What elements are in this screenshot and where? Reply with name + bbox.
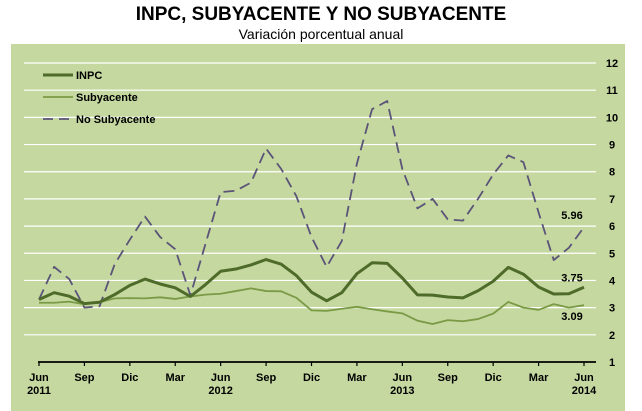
y-tick-label: 7 [609,194,615,206]
end-data-label: 3.75 [561,272,582,284]
x-tick-year-label: 2011 [27,385,51,397]
chart-subtitle: Variación porcentual anual [238,26,404,42]
x-tick-label: Jun [393,372,413,384]
y-tick-label: 2 [609,330,615,342]
chart-title: INPC, SUBYACENTE Y NO SUBYACENTE [135,4,507,25]
x-tick-label: Jun [29,372,49,384]
y-tick-label: 8 [609,167,615,179]
x-tick-label: Sep [74,372,94,384]
legend-label: Subyacente [76,92,138,104]
x-tick-label: Sep [438,372,458,384]
y-tick-label: 11 [606,85,618,97]
y-tick-label: 9 [609,140,615,152]
y-tick-label: 1 [609,357,615,369]
x-tick-label: Mar [529,372,549,384]
legend: INPC Subyacente No Subyacente [43,70,155,126]
x-tick-year-label: 2012 [208,385,232,397]
y-tick-label: 10 [606,112,618,124]
legend-label: No Subyacente [76,114,155,126]
x-tick-label: Jun [211,372,231,384]
end-data-label: 3.09 [561,311,582,323]
plot-background [11,44,625,411]
y-tick-label: 5 [609,248,615,260]
x-tick-label: Mar [347,372,367,384]
x-tick-year-label: 2013 [390,385,414,397]
y-tick-label: 6 [609,221,615,233]
series-inpc [38,258,585,306]
series-no-subyacente [38,100,585,309]
x-tick-label: Jun [574,372,594,384]
y-tick-label: 3 [609,303,615,315]
end-data-label: 5.96 [561,210,582,222]
x-tick-label: Mar [165,372,185,384]
y-tick-label: 4 [609,275,616,287]
x-tick-label: Sep [256,372,276,384]
x-tick-label: Dic [121,372,138,384]
x-tick-label: Dic [485,372,502,384]
x-tick-label: Dic [303,372,320,384]
x-tick-year-label: 2014 [572,385,597,397]
y-tick-label: 12 [606,58,618,70]
legend-label: INPC [76,70,102,82]
series-subyacente [38,287,585,325]
